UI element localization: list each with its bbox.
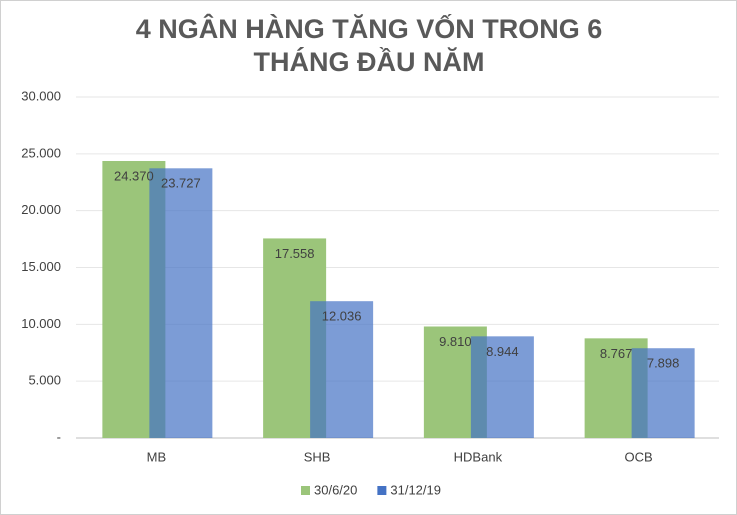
data-label: 8.767 (600, 346, 633, 361)
y-tick-label: 25.000 (21, 145, 61, 160)
x-tick-label: SHB (304, 449, 331, 464)
y-tick-label: 30.000 (21, 88, 61, 103)
y-tick-label: 10.000 (21, 316, 61, 331)
y-tick-label: 15.000 (21, 259, 61, 274)
legend-swatch (377, 486, 387, 495)
y-tick-label: 20.000 (21, 202, 61, 217)
data-label: 8.944 (486, 344, 519, 359)
data-label: 12.036 (322, 309, 362, 324)
x-tick-label: MB (147, 449, 167, 464)
bar (149, 168, 213, 438)
bar (310, 301, 374, 438)
bar (631, 348, 695, 438)
chart-title: 4 NGÂN HÀNG TĂNG VỐN TRONG 6 THÁNG ĐẦU N… (135, 14, 603, 77)
x-tick-label: HDBank (454, 449, 503, 464)
legend-swatch (301, 486, 310, 495)
data-label: 9.810 (439, 334, 472, 349)
y-tick-label: - (57, 429, 61, 444)
y-tick-label: 5.000 (28, 373, 61, 388)
bar (470, 336, 534, 438)
data-label: 7.898 (647, 356, 680, 371)
x-tick-label: OCB (625, 449, 653, 464)
data-label: 24.370 (114, 168, 154, 183)
legend-label: 30/6/20 (314, 482, 357, 497)
legend-label: 31/12/19 (390, 482, 441, 497)
data-label: 17.558 (275, 246, 315, 261)
data-label: 23.727 (161, 176, 201, 191)
